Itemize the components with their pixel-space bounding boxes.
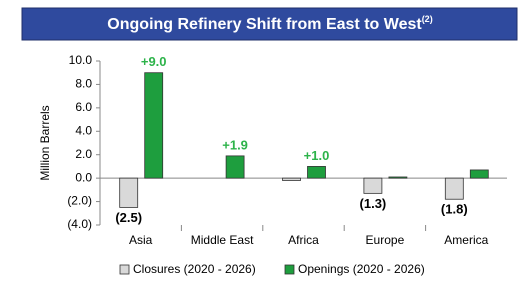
y-tick-label: 10.0 (69, 53, 93, 67)
bar (225, 155, 245, 179)
bar (282, 177, 301, 181)
x-tick-label: Middle East (191, 233, 254, 247)
data-label: (1.3) (360, 196, 387, 211)
bar (119, 177, 139, 208)
bar (144, 72, 164, 179)
title-banner (21, 7, 518, 41)
x-tick-label: Europe (366, 233, 405, 247)
y-tick-label: (4.0) (67, 217, 92, 231)
bar (388, 176, 408, 179)
bar (469, 169, 489, 179)
y-tick-label: 4.0 (75, 123, 92, 137)
y-tick-label: 6.0 (75, 100, 92, 114)
y-tick-label: 0.0 (75, 170, 92, 184)
legend-swatch (284, 264, 295, 275)
legend-swatch (119, 264, 130, 275)
x-tick-label: America (444, 233, 488, 247)
bar (444, 177, 464, 200)
y-axis-label: Million Barrels (38, 105, 52, 180)
title-superscript: (2) (422, 14, 433, 24)
bar (363, 177, 383, 194)
data-label: +1.9 (222, 137, 248, 152)
chart-title: Ongoing Refinery Shift from East to West… (107, 14, 432, 33)
bar (307, 166, 326, 179)
legend-label: Openings (2020 - 2026) (298, 262, 425, 276)
y-tick-label: 8.0 (75, 77, 92, 91)
data-label: (2.5) (115, 210, 142, 225)
title-text: Ongoing Refinery Shift from East to West (107, 16, 422, 33)
legend-label: Closures (2020 - 2026) (133, 262, 256, 276)
x-tick-label: Asia (129, 233, 153, 247)
y-tick-label: 2.0 (75, 147, 92, 161)
y-tick-label: (2.0) (67, 194, 92, 208)
data-label: +9.0 (141, 54, 167, 69)
data-label: +1.0 (304, 148, 330, 163)
x-tick-label: Africa (288, 233, 319, 247)
data-label: (1.8) (441, 202, 468, 217)
